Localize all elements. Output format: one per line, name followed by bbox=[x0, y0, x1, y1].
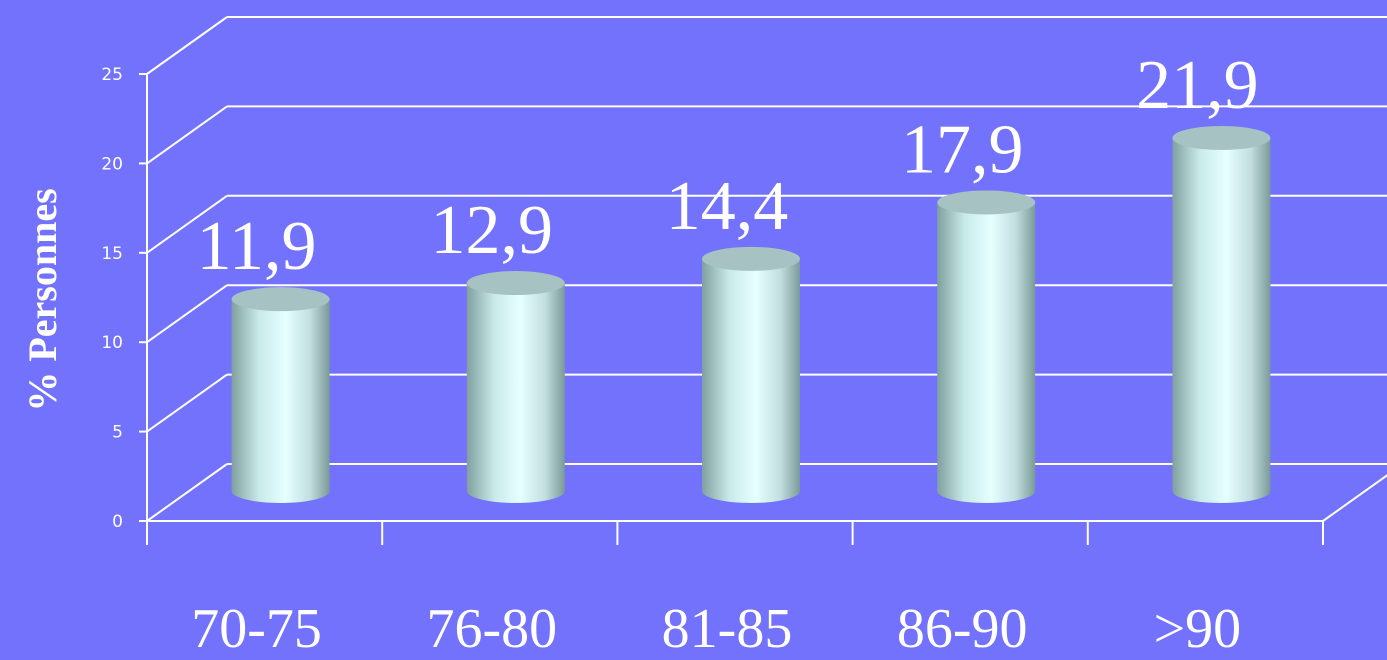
bar-body bbox=[1172, 137, 1271, 504]
bar-top bbox=[702, 246, 800, 271]
data-label: 17,9 bbox=[901, 111, 1024, 188]
y-tick-label: 20 bbox=[101, 154, 123, 174]
gridline-diagonal bbox=[146, 284, 228, 344]
category-label: 86-90 bbox=[897, 598, 1028, 660]
data-label: 14,4 bbox=[666, 168, 789, 245]
data-label: 11,9 bbox=[197, 208, 317, 285]
y-tick-label: 5 bbox=[112, 423, 123, 443]
y-tick-label: 25 bbox=[101, 65, 123, 85]
category-label: 76-80 bbox=[426, 598, 557, 660]
grid-layer bbox=[139, 16, 1387, 545]
gridline-diagonal bbox=[146, 373, 228, 433]
y-axis-label: % Personnes bbox=[20, 188, 65, 411]
bar-top bbox=[231, 287, 330, 312]
bar-body bbox=[702, 258, 800, 503]
bar-70-75 bbox=[231, 287, 330, 503]
data-label: 21,9 bbox=[1136, 47, 1259, 124]
bar-body bbox=[231, 299, 330, 503]
text-layer: % Personnes 0 5 10 15 20 25 11,9 70-75 12,9 76-80… bbox=[20, 47, 1259, 660]
data-label: 12,9 bbox=[431, 192, 554, 269]
bar-86-90 bbox=[937, 190, 1036, 503]
category-label: 70-75 bbox=[191, 598, 322, 660]
gridline-diagonal bbox=[146, 105, 228, 165]
bar-body bbox=[937, 202, 1036, 503]
y-tick-label: 0 bbox=[112, 512, 123, 532]
bar-top bbox=[937, 190, 1036, 215]
y-tick-label: 15 bbox=[101, 244, 123, 264]
bar-76-80 bbox=[466, 271, 565, 503]
gridline-diagonal bbox=[146, 463, 228, 522]
category-label: >90 bbox=[1154, 598, 1242, 660]
bar->90 bbox=[1172, 125, 1271, 504]
gridline-diagonal bbox=[146, 194, 228, 254]
bar-top bbox=[1172, 125, 1271, 150]
bar-top bbox=[466, 271, 565, 296]
floor-right-edge bbox=[1322, 474, 1387, 522]
bars-layer bbox=[231, 125, 1271, 504]
bar-81-85 bbox=[702, 246, 800, 503]
y-tick-label: 10 bbox=[101, 333, 123, 353]
bar-body bbox=[466, 283, 565, 503]
category-label: 81-85 bbox=[662, 598, 793, 660]
gridline-diagonal bbox=[146, 16, 228, 75]
